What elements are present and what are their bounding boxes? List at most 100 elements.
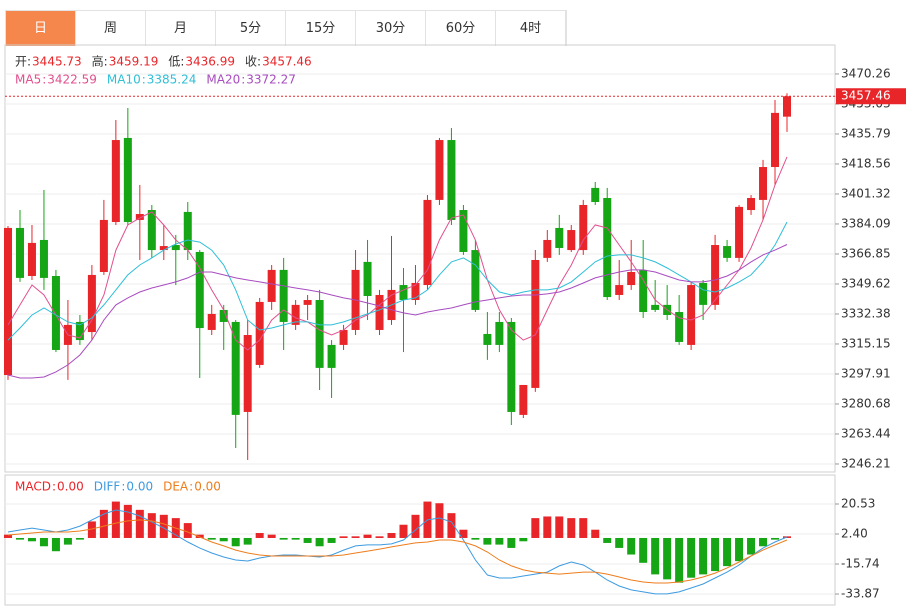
macd-bar (303, 537, 312, 543)
last-price-box (836, 88, 906, 105)
macd-bar (87, 521, 96, 538)
macd-bar (507, 537, 516, 548)
readout-text: 0.00 (194, 480, 221, 494)
macd-bar (675, 537, 684, 583)
candle-body (687, 285, 696, 345)
macd-bar (159, 514, 168, 538)
macd-bar (27, 537, 36, 542)
candle-body (435, 140, 444, 200)
y-tick-label: 3401.32 (841, 186, 891, 200)
period-tab[interactable]: 30分 (356, 11, 426, 46)
y-tick-label: 3470.26 (841, 66, 891, 80)
macd-bar (111, 501, 120, 538)
macd-bar (75, 537, 84, 540)
macd-bar (591, 529, 600, 538)
period-tab[interactable]: 15分 (286, 11, 356, 46)
period-tab[interactable]: 月 (146, 11, 216, 46)
macd-bar (4, 534, 12, 538)
candle-body (255, 301, 264, 365)
macd-bar (639, 537, 648, 563)
candle-body (315, 300, 324, 368)
candle-body (723, 246, 732, 258)
macd-bar (207, 537, 216, 540)
candle-body (147, 210, 156, 251)
candle-body (783, 96, 791, 117)
macd-bar (387, 533, 396, 538)
y-tick-label: 3332.38 (841, 306, 891, 320)
readout-text: : (189, 480, 193, 494)
last-price-label: 3457.46 (841, 89, 891, 103)
readout-text: 0.00 (126, 480, 153, 494)
candle-body (123, 137, 132, 223)
macd-bar (723, 537, 732, 567)
candle-body (75, 321, 84, 341)
period-tab[interactable]: 60分 (426, 11, 496, 46)
macd-bar (759, 537, 768, 547)
macd-bar (531, 518, 540, 538)
candle-body (603, 198, 612, 298)
candle-body (111, 140, 120, 223)
macd-bar (51, 537, 60, 552)
macd-bar (459, 529, 468, 538)
candle-body (699, 282, 708, 305)
macd-bar (615, 537, 624, 548)
macd-bar (735, 537, 744, 562)
macd-bar (123, 504, 132, 538)
candle-body (279, 269, 288, 322)
candle-body (87, 274, 96, 333)
macd-bar (255, 533, 264, 538)
period-tab[interactable]: 周 (76, 11, 146, 46)
macd-bar (471, 537, 480, 540)
macd-bar (375, 536, 384, 538)
readout-text: 3422.59 (47, 73, 97, 87)
candle-body (471, 250, 480, 310)
candle-body (483, 333, 492, 345)
macd-bar (711, 537, 720, 572)
candle-body (363, 261, 372, 297)
readout-text: : (42, 73, 46, 87)
readout-text: MACD (15, 480, 51, 494)
macd-bar (291, 537, 300, 540)
candle-body (375, 294, 384, 330)
y-tick-label: -15.74 (841, 557, 880, 571)
candle-body (243, 335, 252, 412)
macd-bar (771, 537, 780, 540)
y-tick-label: 20.53 (841, 497, 875, 511)
readout-text: 3385.24 (147, 73, 197, 87)
y-tick-label: -33.87 (841, 587, 880, 601)
candle-body (639, 269, 648, 313)
ma-line (7, 156, 788, 351)
macd-bar (351, 536, 360, 538)
candle-body (447, 140, 456, 220)
macd-bar (327, 537, 336, 543)
y-tick-label: 3315.15 (841, 336, 891, 350)
readout-text: DEA (163, 480, 189, 494)
candle-body (51, 275, 60, 350)
panel-frame (4, 474, 836, 606)
candle-body (567, 230, 576, 251)
macd-bar (555, 516, 564, 538)
macd-bar (183, 523, 192, 538)
candle-body (327, 344, 336, 368)
readout-text: 收: (245, 55, 261, 69)
readout-text: MA20 (206, 73, 240, 87)
readout-text: 开: (15, 55, 31, 69)
candle-body (459, 210, 468, 252)
macd-bar (519, 537, 528, 542)
macd-bar (339, 536, 348, 538)
y-tick-label: 3297.91 (841, 366, 891, 380)
candle-body (543, 239, 552, 258)
period-tab[interactable]: 4时 (496, 11, 566, 46)
period-tab[interactable]: 日 (6, 11, 76, 46)
ma-line (7, 244, 788, 379)
candle-body (291, 304, 300, 325)
y-tick-label: 3435.79 (841, 126, 891, 140)
macd-line (7, 519, 788, 584)
period-tab[interactable]: 5分 (216, 11, 286, 46)
readout-text: : (121, 480, 125, 494)
candle-body (159, 246, 168, 251)
candle-body (207, 313, 216, 330)
candle-body (231, 321, 240, 415)
y-tick-label: 3263.44 (841, 426, 891, 440)
